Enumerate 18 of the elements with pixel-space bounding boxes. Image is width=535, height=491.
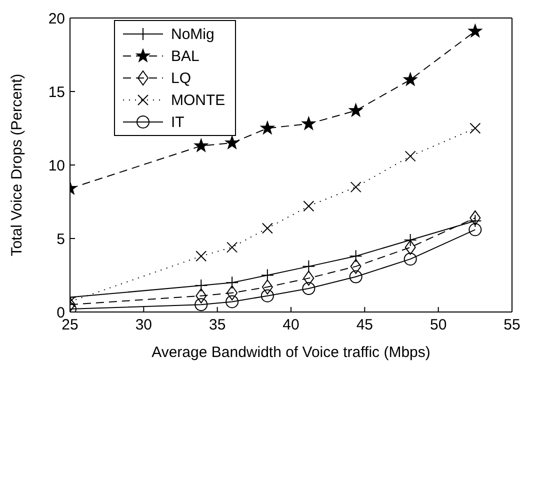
x-tick-label: 35: [208, 316, 226, 334]
x-axis-title: Average Bandwidth of Voice traffic (Mbps): [152, 344, 430, 361]
x-tick-label: 55: [504, 316, 520, 334]
x-tick-label: 40: [282, 316, 300, 334]
x-tick-label: 50: [430, 316, 447, 334]
y-tick-label: 10: [48, 157, 65, 174]
y-tick-label: 5: [56, 230, 65, 248]
legend-label: LQ: [171, 70, 192, 86]
x-tick-label: 45: [356, 316, 374, 334]
y-tick-label: 15: [48, 84, 65, 101]
y-tick-label: 20: [48, 10, 65, 28]
legend-label: NoMig: [171, 26, 214, 42]
legend-label: MONTE: [171, 92, 226, 108]
legend-label: IT: [171, 114, 184, 130]
legend-label: BAL: [171, 48, 200, 64]
y-axis-title: Total Voice Drops (Percent): [8, 74, 26, 256]
x-tick-label: 30: [135, 316, 152, 334]
x-tick-label: 25: [62, 316, 78, 334]
